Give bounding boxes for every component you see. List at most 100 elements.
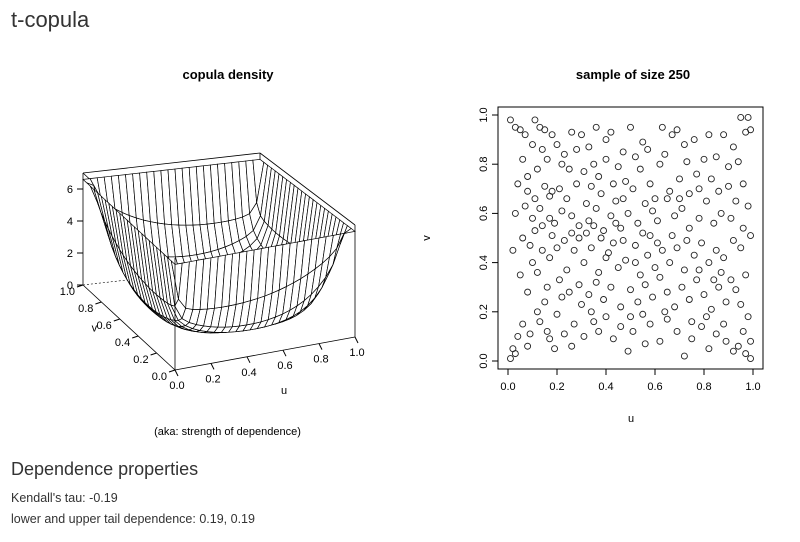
sample-point: [641, 340, 649, 348]
sample-point: [661, 308, 669, 316]
z-axis-tick-label: 4: [67, 216, 73, 228]
sample-point: [592, 278, 600, 286]
sample-point: [582, 229, 590, 237]
sample-point: [668, 131, 676, 139]
sample-point: [533, 165, 541, 173]
u-axis-tick-label: 0.4: [241, 367, 256, 379]
sample-point: [649, 293, 657, 301]
scatter-y-axis-label: v: [421, 235, 433, 241]
kendall-tau-line: Kendall's tau: -0.19: [11, 491, 118, 505]
bounding-box-edge: [259, 152, 356, 226]
sample-point: [737, 114, 745, 121]
sample-point: [607, 212, 615, 220]
bounding-box-edge: [82, 152, 261, 174]
sample-point: [609, 239, 617, 247]
sample-point: [585, 291, 593, 299]
sample-point: [590, 160, 598, 168]
sample-point: [715, 187, 723, 195]
sample-point: [568, 342, 576, 350]
sample-point: [695, 266, 703, 274]
sample-point: [666, 259, 674, 267]
v-axis-tick: [150, 352, 157, 356]
y-axis-tick-label: 1.0: [478, 107, 490, 122]
sample-point: [543, 155, 551, 163]
v-axis-tick: [132, 335, 139, 339]
sample-point: [526, 330, 534, 338]
tail-dependence-label: lower and upper tail dependence:: [11, 512, 196, 526]
sample-point: [546, 192, 554, 200]
sample-point: [720, 254, 728, 262]
sample-point: [511, 209, 519, 217]
u-axis-tick: [318, 343, 323, 350]
sample-point: [553, 141, 561, 148]
sample-point: [634, 298, 642, 306]
sample-point: [568, 128, 576, 136]
sample-point: [676, 195, 683, 203]
sample-point: [644, 251, 652, 259]
v-axis-tick-label: 1.0: [60, 286, 75, 298]
bounding-box-edge: [174, 336, 356, 371]
bounding-box-edge: [82, 284, 176, 371]
x-axis-tick-label: 1.0: [745, 381, 760, 393]
sample-point: [744, 202, 752, 210]
sample-point: [614, 163, 622, 171]
y-axis-tick-label: 0.6: [478, 206, 490, 221]
v-axis-tick-label: 0.0: [152, 371, 167, 383]
sample-point: [732, 197, 740, 205]
sample-point: [734, 158, 742, 166]
sample-point: [624, 209, 632, 217]
sample-point: [511, 350, 519, 358]
sample-point: [627, 123, 634, 131]
sample-point: [656, 160, 664, 168]
sample-point: [653, 217, 661, 225]
sample-point: [519, 320, 527, 328]
sample-point: [739, 224, 747, 232]
sample-point: [541, 126, 549, 134]
sample-point: [683, 158, 691, 166]
sample-point: [742, 128, 750, 136]
sample-point: [646, 232, 654, 239]
sample-point: [543, 283, 551, 291]
sample-point: [737, 300, 745, 308]
sample-point: [646, 180, 654, 188]
sample-point: [695, 214, 703, 222]
sample-point: [607, 283, 615, 291]
density-svg: copula density 0.00.20.40.60.81.0u0.00.2…: [60, 67, 365, 397]
v-axis-tick-label: 0.2: [133, 354, 148, 366]
sample-point: [580, 259, 588, 267]
sample-point: [646, 320, 654, 328]
sample-point: [600, 227, 608, 235]
scatter-svg: sample of size 250 0.0 0.2 0.4 0.6 0.8 1.0 0.0…: [421, 67, 764, 425]
sample-point: [663, 288, 671, 296]
sample-point: [656, 273, 664, 281]
y-axis-tick-label: 0.0: [478, 353, 490, 368]
kendall-tau-value: -0.19: [89, 491, 118, 505]
sample-point: [531, 195, 539, 203]
sample-point: [695, 185, 703, 193]
sample-point: [627, 313, 634, 321]
sample-point: [553, 244, 561, 252]
sample-point: [649, 207, 657, 215]
sample-point: [536, 205, 544, 212]
sample-point: [722, 337, 730, 345]
sample-point: [575, 222, 583, 230]
sample-point: [656, 337, 664, 345]
sample-point: [575, 234, 583, 242]
sample-point: [506, 116, 514, 124]
sample-point: [678, 205, 686, 212]
sample-point: [698, 323, 705, 331]
u-axis-tick: [174, 369, 179, 377]
sample-point: [548, 232, 556, 239]
sample-point: [619, 237, 627, 244]
sample-point: [690, 251, 698, 259]
sample-point: [553, 310, 561, 318]
sample-point: [634, 219, 642, 227]
sample-point: [624, 347, 632, 355]
sample-point: [612, 219, 620, 227]
sample-point: [712, 246, 720, 254]
u-axis-tick: [246, 356, 251, 364]
sample-point: [514, 180, 522, 188]
v-axis-label: v: [92, 322, 98, 334]
sample-point: [710, 219, 718, 227]
sample-point: [555, 276, 563, 284]
